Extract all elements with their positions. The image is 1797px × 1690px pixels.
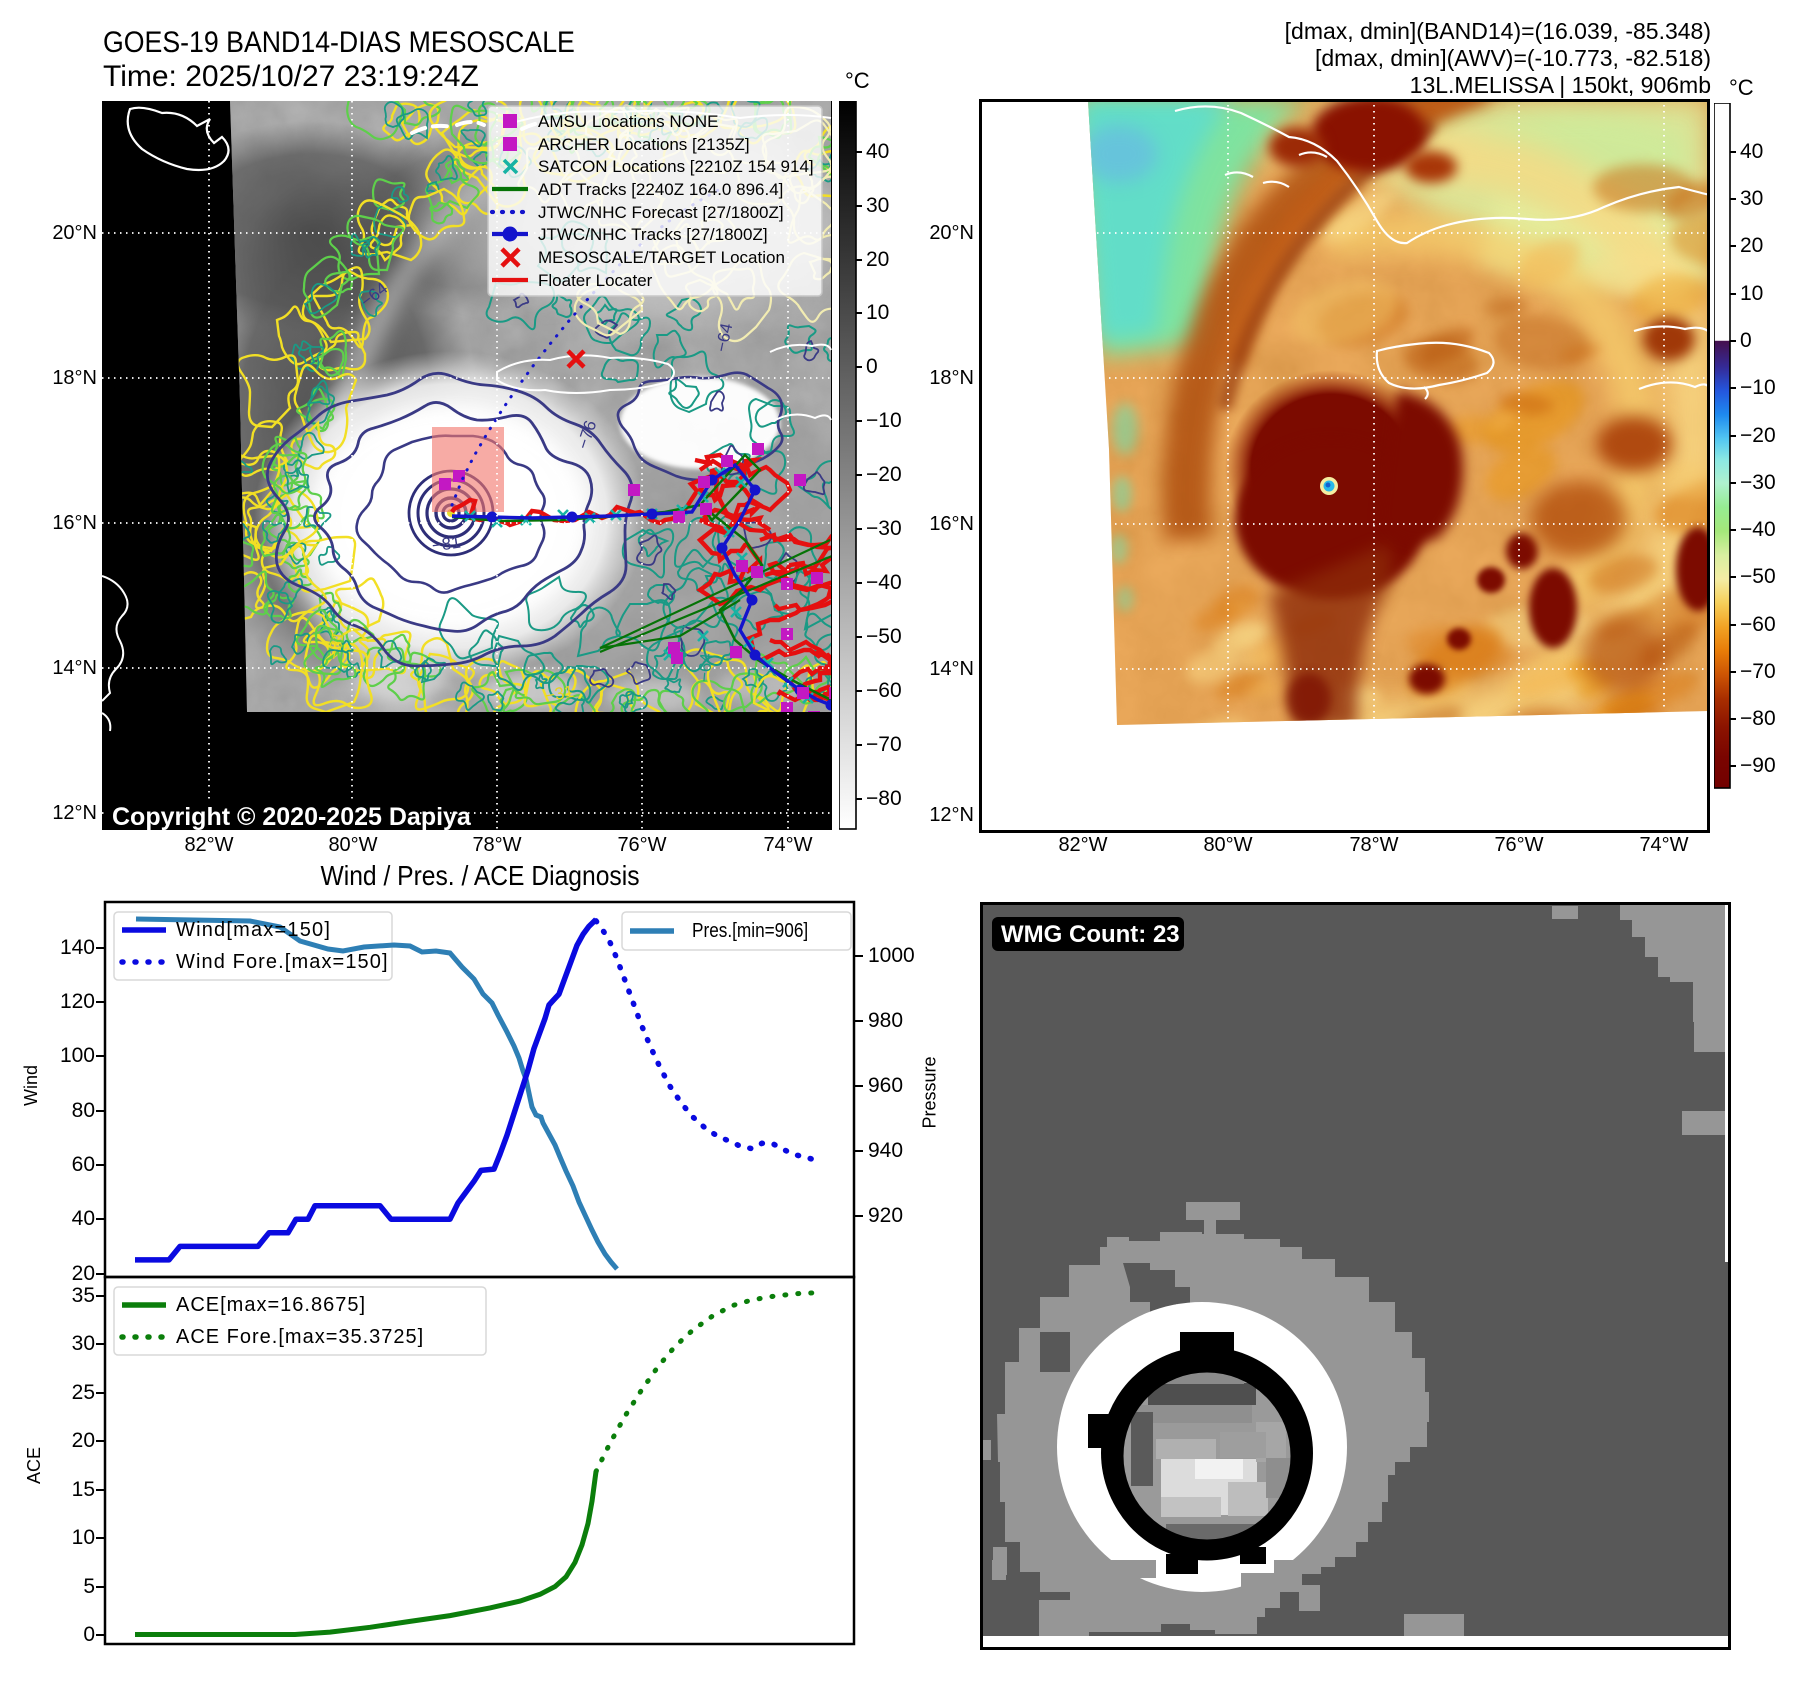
svg-text:ARCHER Locations [2135Z]: ARCHER Locations [2135Z] [538, 135, 750, 154]
svg-text:−64: −64 [695, 652, 716, 682]
svg-text:Floater Locater: Floater Locater [538, 271, 653, 290]
svg-text:Copyright © 2020-2025 Dapiya: Copyright © 2020-2025 Dapiya [112, 803, 472, 830]
svg-text:JTWC/NHC Tracks [27/1800Z]: JTWC/NHC Tracks [27/1800Z] [538, 225, 768, 244]
svg-text:MESOSCALE/TARGET Location: MESOSCALE/TARGET Location [538, 248, 785, 267]
svg-text:−31: −31 [324, 630, 348, 662]
svg-text:−31: −31 [543, 682, 575, 706]
svg-text:−81: −81 [431, 533, 462, 556]
svg-text:WMG Count: 23: WMG Count: 23 [1001, 921, 1180, 948]
svg-text:AMSU Locations NONE: AMSU Locations NONE [538, 112, 718, 131]
svg-text:SATCON Locations [2210Z 154 91: SATCON Locations [2210Z 154 914] [538, 157, 814, 176]
svg-text:JTWC/NHC Forecast [27/1800Z]: JTWC/NHC Forecast [27/1800Z] [538, 203, 784, 222]
svg-text:ADT Tracks [2240Z 164.0 896.4]: ADT Tracks [2240Z 164.0 896.4] [538, 180, 783, 199]
